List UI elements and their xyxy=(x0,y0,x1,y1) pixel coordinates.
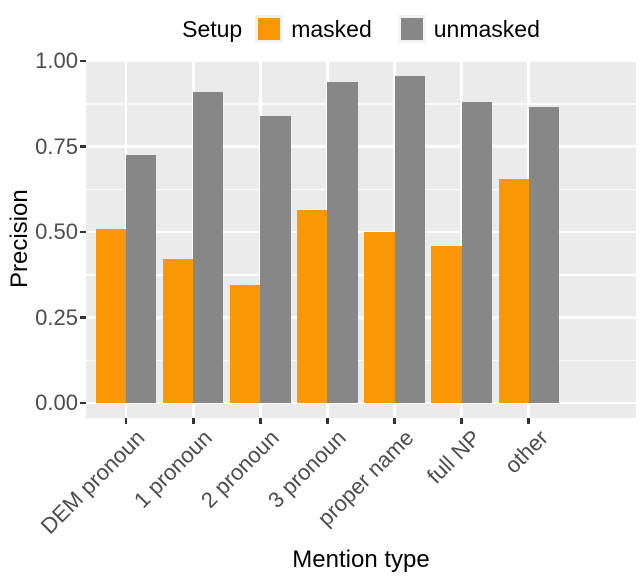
x-tick-mark xyxy=(259,418,262,424)
y-tick-label: 0.25 xyxy=(35,304,78,330)
gridline-major xyxy=(86,145,636,148)
legend-item-masked: masked xyxy=(255,15,372,43)
x-tick-label-text: full NP xyxy=(421,425,486,489)
bar-unmasked-2-pronoun xyxy=(260,115,291,403)
y-tick-label: 0.75 xyxy=(35,133,78,159)
unmasked-swatch-icon xyxy=(400,18,423,40)
x-tick-mark xyxy=(527,418,530,424)
legend-label-unmasked: unmasked xyxy=(433,15,540,42)
bar-masked-full-NP xyxy=(431,245,462,403)
y-tick-label: 1.00 xyxy=(35,48,78,73)
bar-masked-proper-name xyxy=(364,232,395,403)
bar-unmasked-3-pronoun xyxy=(327,81,358,403)
plot-panel xyxy=(86,60,636,418)
y-tick-mark xyxy=(80,59,86,63)
legend-label-masked: masked xyxy=(291,15,372,42)
bar-masked-2-pronoun xyxy=(230,285,261,403)
y-tick-mark xyxy=(80,401,86,405)
x-tick-mark xyxy=(192,418,195,424)
bar-unmasked-full-NP xyxy=(461,102,492,403)
bar-masked-other xyxy=(498,179,529,403)
gridline-major xyxy=(86,401,636,405)
gridline-minor xyxy=(86,359,636,361)
x-tick-mark xyxy=(124,418,128,424)
gridline-major xyxy=(86,230,636,234)
legend: Setup masked unmasked xyxy=(86,14,636,44)
gridline-minor xyxy=(86,103,636,105)
legend-title: Setup xyxy=(182,15,243,42)
bar-masked-DEM-pronoun xyxy=(96,228,127,403)
y-tick-mark xyxy=(80,316,86,319)
bar-unmasked-DEM-pronoun xyxy=(126,155,157,403)
y-tick-mark xyxy=(80,145,86,148)
x-tick-mark xyxy=(326,418,329,424)
bar-unmasked-1-pronoun xyxy=(193,91,224,403)
bar-masked-1-pronoun xyxy=(163,259,194,403)
x-tick-label-text: DEM pronoun xyxy=(36,425,150,539)
gridline-major xyxy=(86,316,636,319)
y-tick-label: 0.00 xyxy=(35,390,78,415)
masked-swatch-icon xyxy=(258,18,281,40)
gridline-minor xyxy=(86,188,636,190)
x-tick-mark xyxy=(393,418,396,424)
bar-unmasked-proper-name xyxy=(394,76,425,403)
bar-unmasked-other xyxy=(528,107,559,403)
gridline-minor xyxy=(86,274,636,276)
legend-key-masked xyxy=(255,15,284,43)
gridline-major xyxy=(86,60,636,63)
bar-masked-3-pronoun xyxy=(297,209,328,403)
x-tick-label-text: other xyxy=(499,425,553,479)
legend-key-unmasked xyxy=(397,15,426,43)
y-tick-mark xyxy=(80,230,86,234)
y-tick-label: 0.50 xyxy=(35,219,78,244)
x-axis-title: Mention type xyxy=(292,546,430,573)
legend-item-unmasked: unmasked xyxy=(397,15,540,43)
x-tick-mark xyxy=(460,418,463,424)
